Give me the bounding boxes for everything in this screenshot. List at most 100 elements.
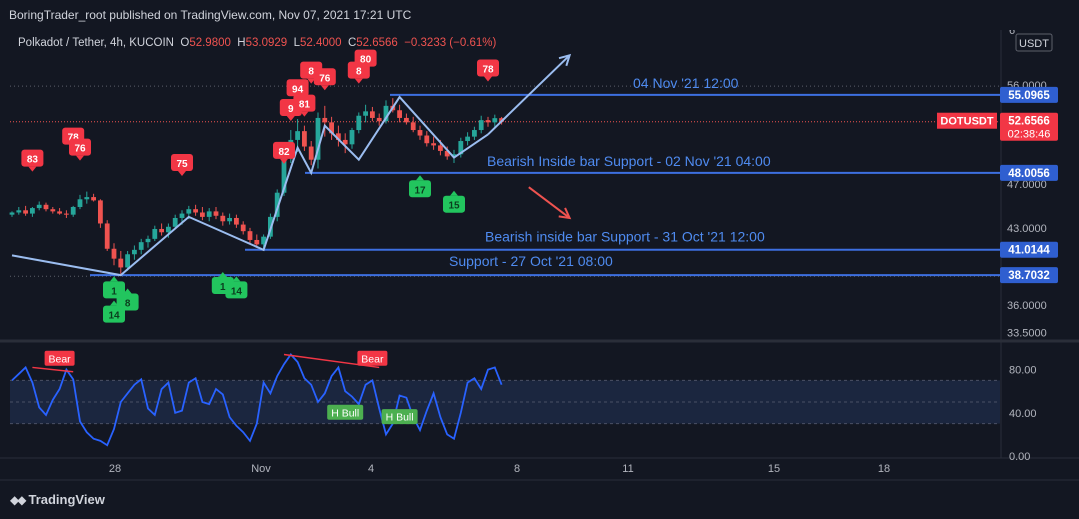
candle-body[interactable] bbox=[397, 110, 402, 118]
candle-body[interactable] bbox=[281, 150, 287, 193]
candle-body[interactable] bbox=[417, 130, 423, 136]
bull-signal-label[interactable]: 15 bbox=[443, 190, 465, 213]
candle-body[interactable] bbox=[23, 210, 28, 214]
bull-signal-label[interactable]: 14 bbox=[103, 300, 125, 323]
candle-body[interactable] bbox=[404, 117, 409, 123]
candle-body[interactable] bbox=[193, 209, 198, 213]
level-price-label: 38.7032 bbox=[1008, 270, 1050, 282]
bear-signal-label[interactable]: 81 bbox=[293, 94, 316, 117]
candle-body[interactable] bbox=[247, 231, 253, 240]
candle-body[interactable] bbox=[234, 217, 239, 225]
level-price-badge bbox=[1000, 241, 1058, 258]
candle-body[interactable] bbox=[274, 192, 280, 217]
candle-body[interactable] bbox=[492, 118, 498, 123]
candle-body[interactable] bbox=[179, 213, 185, 218]
bear-signal-label[interactable]: 80 bbox=[354, 49, 377, 72]
candle-body[interactable] bbox=[410, 122, 416, 131]
candle-body[interactable] bbox=[159, 228, 164, 233]
candle-body[interactable] bbox=[64, 213, 69, 215]
candle-body[interactable] bbox=[30, 208, 35, 214]
candle-body[interactable] bbox=[125, 254, 130, 268]
rsi-line[interactable] bbox=[11, 353, 503, 447]
candle-body[interactable] bbox=[172, 217, 178, 227]
candle-body[interactable] bbox=[166, 226, 171, 233]
bear-signal-text: 76 bbox=[319, 73, 331, 84]
candle-body[interactable] bbox=[206, 211, 212, 217]
bear-signal-label[interactable]: 76 bbox=[69, 138, 91, 161]
candle-body[interactable] bbox=[91, 197, 96, 201]
bull-signal-label[interactable]: 14 bbox=[225, 276, 248, 299]
candle-body[interactable] bbox=[132, 249, 137, 255]
bear-divergence-tag[interactable]: Bear bbox=[357, 350, 388, 366]
candle-body[interactable] bbox=[308, 146, 314, 160]
swing-zigzag-line[interactable] bbox=[11, 95, 489, 277]
candle-body[interactable] bbox=[295, 131, 300, 140]
candle-body[interactable] bbox=[77, 199, 83, 207]
currency-button[interactable] bbox=[1015, 33, 1053, 52]
candle-body[interactable] bbox=[363, 111, 368, 116]
candle-body[interactable] bbox=[84, 197, 90, 200]
candle-body[interactable] bbox=[111, 248, 117, 259]
candle-body[interactable] bbox=[438, 145, 443, 151]
candle-body[interactable] bbox=[16, 210, 22, 213]
candle-body[interactable] bbox=[261, 236, 266, 245]
candle-body[interactable] bbox=[472, 130, 477, 137]
candle-body[interactable] bbox=[451, 154, 457, 157]
candle-body[interactable] bbox=[376, 117, 382, 122]
level-price-badge bbox=[1000, 164, 1058, 181]
candle-body[interactable] bbox=[465, 136, 470, 142]
candle-body[interactable] bbox=[322, 117, 328, 123]
candle-body[interactable] bbox=[145, 238, 151, 243]
candle-body[interactable] bbox=[254, 239, 260, 245]
candle-body[interactable] bbox=[485, 120, 491, 123]
time-axis-tick: Nov bbox=[251, 463, 271, 475]
candle-body[interactable] bbox=[336, 133, 341, 140]
bull-signal-pointer bbox=[450, 190, 458, 196]
candle-body[interactable] bbox=[57, 211, 62, 214]
candle-body[interactable] bbox=[458, 141, 464, 155]
publisher-bar: BoringTrader_root published on TradingVi… bbox=[0, 0, 1079, 30]
candle-body[interactable] bbox=[444, 150, 450, 157]
arrow-up[interactable] bbox=[487, 53, 572, 136]
bear-signal-label[interactable]: 75 bbox=[171, 154, 193, 177]
candle-body[interactable] bbox=[302, 131, 307, 147]
candle-body[interactable] bbox=[478, 120, 484, 131]
candle-body[interactable] bbox=[240, 224, 246, 232]
candle-body[interactable] bbox=[315, 117, 321, 160]
arrow-down[interactable] bbox=[528, 186, 572, 220]
bear-signal-pointer bbox=[286, 116, 295, 122]
candle-body[interactable] bbox=[104, 223, 110, 249]
candle-body[interactable] bbox=[50, 209, 56, 212]
candle-body[interactable] bbox=[9, 212, 15, 215]
candle-body[interactable] bbox=[356, 115, 362, 131]
candle-body[interactable] bbox=[43, 204, 49, 210]
bear-signal-label[interactable]: 83 bbox=[21, 149, 44, 172]
candle-body[interactable] bbox=[70, 206, 76, 215]
candle-body[interactable] bbox=[424, 135, 430, 144]
bull-divergence-tag[interactable]: H Bull bbox=[381, 409, 418, 425]
candle-body[interactable] bbox=[200, 212, 205, 217]
candle-body[interactable] bbox=[152, 228, 158, 239]
candle-body[interactable] bbox=[213, 211, 219, 216]
bull-signal-label[interactable]: 17 bbox=[409, 175, 431, 198]
candle-body[interactable] bbox=[431, 143, 436, 146]
bear-divergence-tag[interactable]: Bear bbox=[44, 350, 75, 366]
candle-body[interactable] bbox=[329, 122, 334, 134]
candle-body[interactable] bbox=[370, 111, 375, 118]
candle-body[interactable] bbox=[138, 242, 144, 250]
candle-body[interactable] bbox=[118, 258, 124, 268]
candle-body[interactable] bbox=[36, 204, 42, 209]
bear-signal-label[interactable]: 76 bbox=[313, 68, 336, 91]
bear-signal-label[interactable]: 78 bbox=[477, 59, 499, 82]
tradingview-logo[interactable]: ◆◆ TradingView bbox=[10, 492, 105, 507]
bear-signal-label[interactable]: 82 bbox=[273, 141, 295, 164]
candle-body[interactable] bbox=[186, 209, 192, 214]
candle-body[interactable] bbox=[227, 217, 232, 222]
candle-body[interactable] bbox=[98, 200, 103, 224]
candle-body[interactable] bbox=[349, 130, 355, 145]
candle-body[interactable] bbox=[220, 215, 226, 222]
candle-body[interactable] bbox=[383, 105, 389, 122]
bull-divergence-tag[interactable]: H Bull bbox=[327, 404, 364, 420]
candle-body[interactable] bbox=[342, 139, 348, 145]
